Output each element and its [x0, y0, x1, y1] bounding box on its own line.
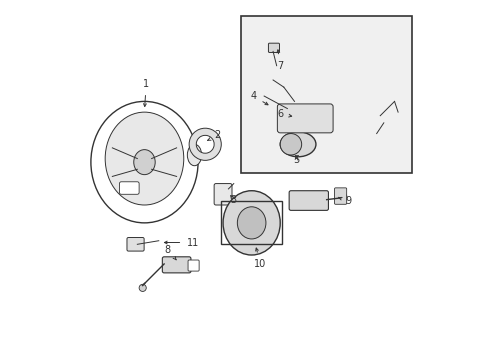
- FancyBboxPatch shape: [162, 257, 190, 273]
- Text: 1: 1: [143, 78, 149, 107]
- FancyBboxPatch shape: [288, 191, 328, 210]
- Ellipse shape: [223, 191, 280, 255]
- Ellipse shape: [280, 132, 315, 157]
- FancyBboxPatch shape: [241, 16, 411, 173]
- Text: 10: 10: [254, 248, 266, 269]
- Text: 5: 5: [293, 156, 299, 165]
- FancyBboxPatch shape: [188, 260, 199, 271]
- Text: 11: 11: [164, 238, 199, 248]
- Circle shape: [338, 193, 346, 202]
- FancyBboxPatch shape: [127, 238, 144, 251]
- Text: 6: 6: [277, 109, 291, 119]
- Text: 8: 8: [164, 245, 176, 260]
- Ellipse shape: [91, 102, 198, 223]
- Ellipse shape: [187, 144, 201, 166]
- Text: 3: 3: [230, 195, 236, 204]
- FancyBboxPatch shape: [119, 182, 139, 194]
- Circle shape: [139, 284, 146, 292]
- Ellipse shape: [237, 207, 265, 239]
- FancyBboxPatch shape: [277, 104, 332, 133]
- Ellipse shape: [134, 150, 155, 175]
- Text: 9: 9: [338, 197, 350, 206]
- Ellipse shape: [280, 134, 301, 155]
- Text: 7: 7: [276, 50, 283, 71]
- FancyBboxPatch shape: [214, 184, 231, 205]
- Text: 4: 4: [250, 91, 267, 105]
- Text: 2: 2: [207, 130, 221, 140]
- FancyBboxPatch shape: [334, 188, 346, 204]
- FancyBboxPatch shape: [268, 43, 279, 53]
- Ellipse shape: [105, 112, 183, 205]
